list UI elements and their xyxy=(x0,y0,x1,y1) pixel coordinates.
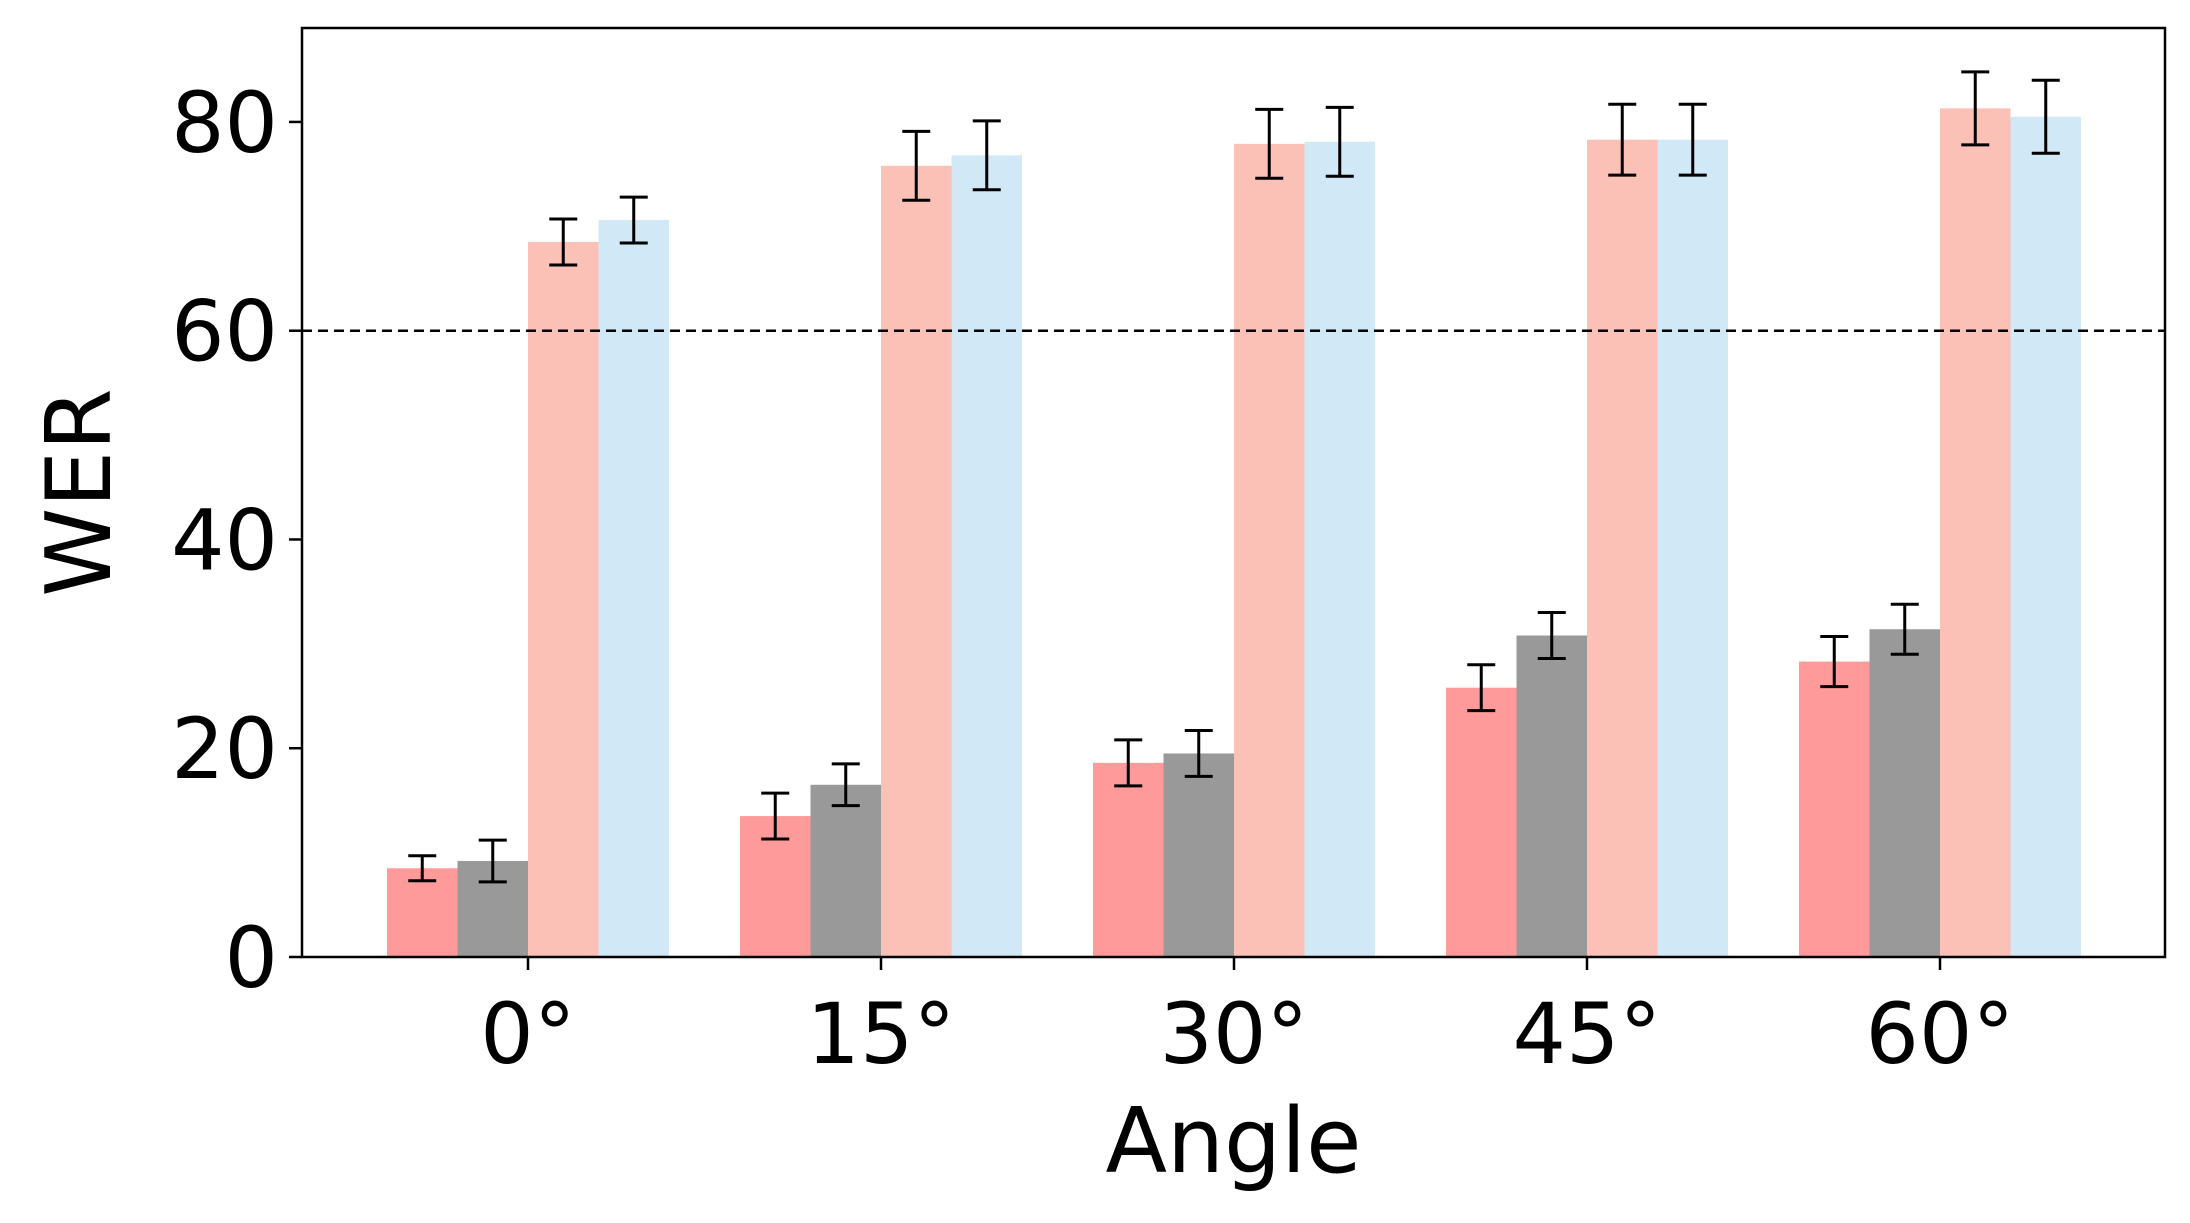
bar-series-4-15deg xyxy=(951,155,1022,957)
bars-layer xyxy=(387,108,2081,958)
bar-series-4-60deg xyxy=(2010,116,2081,957)
error-bar-series-4-60deg xyxy=(2031,78,2060,155)
error-bar-series-3-60deg xyxy=(1961,70,1990,147)
error-bar-series-2-45deg xyxy=(1537,611,1566,660)
bar-series-3-30deg xyxy=(1234,143,1305,958)
x-axis-ticks: 0° 15° 30° 45° 60° xyxy=(480,957,2014,1083)
bar-series-3-0deg xyxy=(528,241,599,957)
x-tick-label-0deg: 0° xyxy=(480,985,575,1083)
x-tick-label-15deg: 15° xyxy=(807,985,956,1083)
error-bar-series-1-60deg xyxy=(1820,635,1849,689)
y-tick-label-0: 0 xyxy=(225,909,278,1007)
bar-series-1-30deg xyxy=(1093,762,1164,957)
bar-series-1-45deg xyxy=(1446,687,1517,957)
bar-series-4-0deg xyxy=(598,220,669,957)
error-bar-series-4-30deg xyxy=(1325,105,1354,178)
x-tick-label-30deg: 30° xyxy=(1160,985,1309,1083)
y-axis-ticks: 0 20 40 60 80 xyxy=(171,74,302,1007)
bar-series-4-45deg xyxy=(1657,139,1728,957)
bar-series-3-45deg xyxy=(1587,139,1658,957)
error-bar-series-4-15deg xyxy=(972,119,1001,192)
bar-series-3-15deg xyxy=(881,165,952,957)
error-bar-series-3-15deg xyxy=(902,129,931,202)
error-bar-series-3-30deg xyxy=(1255,107,1284,180)
error-bar-series-4-0deg xyxy=(619,195,648,245)
bar-series-1-0deg xyxy=(387,868,458,957)
error-bar-series-2-0deg xyxy=(478,838,507,884)
error-bar-series-1-45deg xyxy=(1467,663,1496,713)
error-bar-series-2-15deg xyxy=(831,762,860,808)
error-bar-series-1-30deg xyxy=(1114,738,1143,788)
error-bar-series-3-0deg xyxy=(549,217,578,267)
x-tick-label-45deg: 45° xyxy=(1513,985,1662,1083)
bar-series-2-60deg xyxy=(1869,629,1940,957)
error-bar-series-1-15deg xyxy=(761,791,790,841)
error-bars-layer xyxy=(408,70,2060,884)
error-bar-series-3-45deg xyxy=(1608,102,1637,177)
bar-series-1-60deg xyxy=(1799,661,1870,957)
x-tick-label-60deg: 60° xyxy=(1866,985,2015,1083)
x-axis-label: Angle xyxy=(1105,1089,1361,1194)
y-axis-label: WER xyxy=(27,388,132,596)
y-tick-label-40: 40 xyxy=(171,491,278,589)
bar-series-2-30deg xyxy=(1163,753,1234,957)
bar-series-2-45deg xyxy=(1516,635,1587,957)
error-bar-series-4-45deg xyxy=(1678,102,1707,177)
y-tick-label-80: 80 xyxy=(171,74,278,172)
bar-series-3-60deg xyxy=(1940,108,2011,958)
bar-series-2-15deg xyxy=(810,784,881,957)
y-tick-label-20: 20 xyxy=(171,700,278,798)
error-bar-series-1-0deg xyxy=(408,854,437,883)
y-tick-label-60: 60 xyxy=(171,283,278,381)
error-bar-series-2-60deg xyxy=(1890,602,1919,656)
bar-series-4-30deg xyxy=(1304,141,1375,958)
error-bar-series-2-30deg xyxy=(1184,728,1213,778)
